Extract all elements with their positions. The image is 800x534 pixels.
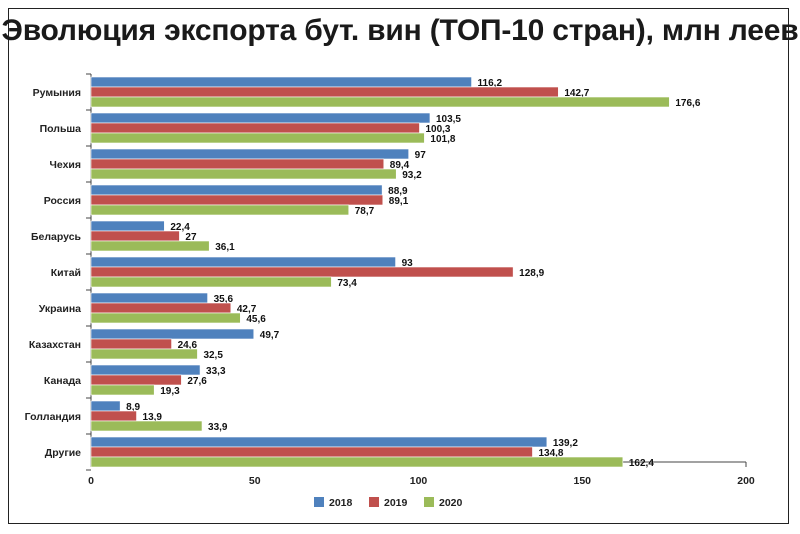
data-label: 142,7 bbox=[564, 88, 589, 99]
x-tick-label: 200 bbox=[737, 475, 755, 487]
x-tick-label: 150 bbox=[573, 475, 591, 487]
bar-2020 bbox=[90, 312, 241, 324]
legend-label-2018: 2018 bbox=[329, 497, 353, 509]
bar-2019 bbox=[90, 338, 172, 350]
bar-2019 bbox=[90, 446, 533, 458]
bar-2018 bbox=[90, 148, 409, 160]
x-tick-label: 50 bbox=[249, 475, 261, 487]
data-label: 78,7 bbox=[355, 206, 375, 217]
bar-2018 bbox=[90, 400, 121, 412]
data-label: 101,8 bbox=[430, 134, 455, 145]
bar-2020 bbox=[90, 204, 350, 216]
data-label: 93,2 bbox=[402, 170, 422, 181]
bar-2018 bbox=[90, 112, 431, 124]
data-label: 128,9 bbox=[519, 268, 544, 279]
bar-2019 bbox=[90, 410, 137, 422]
bar-2018 bbox=[90, 76, 472, 88]
data-label: 19,3 bbox=[160, 386, 180, 397]
data-label: 100,3 bbox=[425, 124, 450, 135]
legend-label-2020: 2020 bbox=[439, 497, 463, 509]
data-label: 134,8 bbox=[538, 448, 563, 459]
data-label: 33,9 bbox=[208, 422, 228, 433]
bar-2019 bbox=[90, 230, 180, 242]
data-label: 45,6 bbox=[246, 314, 266, 325]
bar-2018 bbox=[90, 184, 383, 196]
bar-2018 bbox=[90, 256, 396, 268]
x-tick-label: 100 bbox=[410, 475, 428, 487]
bar-2019 bbox=[90, 194, 384, 206]
data-label: 36,1 bbox=[215, 242, 235, 253]
legend-swatch-2019 bbox=[369, 497, 379, 507]
legend-label-2019: 2019 bbox=[384, 497, 408, 509]
data-label: 88,9 bbox=[388, 186, 408, 197]
bar-2018 bbox=[90, 328, 255, 340]
bar-2020 bbox=[90, 384, 155, 396]
category-label: Другие bbox=[45, 447, 81, 459]
data-label: 97 bbox=[415, 150, 427, 161]
bar-2020 bbox=[90, 168, 397, 180]
bar-2020 bbox=[90, 276, 332, 288]
bar-2020 bbox=[90, 96, 670, 108]
data-label: 139,2 bbox=[553, 438, 578, 449]
data-label: 24,6 bbox=[178, 340, 198, 351]
data-label: 49,7 bbox=[260, 330, 280, 341]
chart-title: Эволюция экспорта бут. вин (ТОП-10 стран… bbox=[1, 14, 799, 47]
category-label: Россия bbox=[44, 195, 81, 207]
data-label: 176,6 bbox=[675, 98, 700, 109]
data-label: 33,3 bbox=[206, 366, 226, 377]
legend-swatch-2018 bbox=[314, 497, 324, 507]
category-label: Китай bbox=[51, 267, 81, 279]
legend-swatch-2020 bbox=[424, 497, 434, 507]
data-label: 8,9 bbox=[126, 402, 140, 413]
bar-2019 bbox=[90, 122, 420, 134]
bar-2020 bbox=[90, 456, 624, 468]
data-label: 32,5 bbox=[203, 350, 223, 361]
bar-2018 bbox=[90, 436, 548, 448]
category-label: Польша bbox=[40, 123, 82, 135]
data-label: 27,6 bbox=[187, 376, 207, 387]
data-label: 35,6 bbox=[214, 294, 234, 305]
category-label: Чехия bbox=[50, 159, 82, 171]
data-label: 89,4 bbox=[390, 160, 410, 171]
bar-2020 bbox=[90, 348, 198, 360]
data-label: 42,7 bbox=[237, 304, 257, 315]
category-label: Беларусь bbox=[31, 231, 82, 243]
category-label: Казахстан bbox=[29, 339, 81, 351]
bar-2020 bbox=[90, 240, 210, 252]
data-label: 93 bbox=[402, 258, 414, 269]
bar-2020 bbox=[90, 132, 425, 144]
data-label: 116,2 bbox=[478, 78, 503, 89]
bar-2019 bbox=[90, 266, 514, 278]
category-label: Румыния bbox=[33, 87, 81, 99]
bar-2019 bbox=[90, 302, 232, 314]
data-label: 162,4 bbox=[629, 458, 654, 469]
x-tick-label: 0 bbox=[88, 475, 94, 487]
data-label: 22,4 bbox=[170, 222, 190, 233]
bar-2019 bbox=[90, 158, 385, 170]
bar-2018 bbox=[90, 292, 208, 304]
bar-2019 bbox=[90, 374, 182, 386]
data-label: 89,1 bbox=[389, 196, 409, 207]
bar-2018 bbox=[90, 364, 201, 376]
data-label: 103,5 bbox=[436, 114, 461, 125]
category-label: Голландия bbox=[25, 411, 81, 423]
data-label: 27 bbox=[185, 232, 197, 243]
category-label: Канада bbox=[44, 375, 81, 387]
bar-2019 bbox=[90, 86, 559, 98]
bar-2018 bbox=[90, 220, 165, 232]
data-label: 73,4 bbox=[337, 278, 357, 289]
bar-2020 bbox=[90, 420, 203, 432]
category-label: Украина bbox=[39, 303, 81, 315]
data-label: 13,9 bbox=[143, 412, 163, 423]
